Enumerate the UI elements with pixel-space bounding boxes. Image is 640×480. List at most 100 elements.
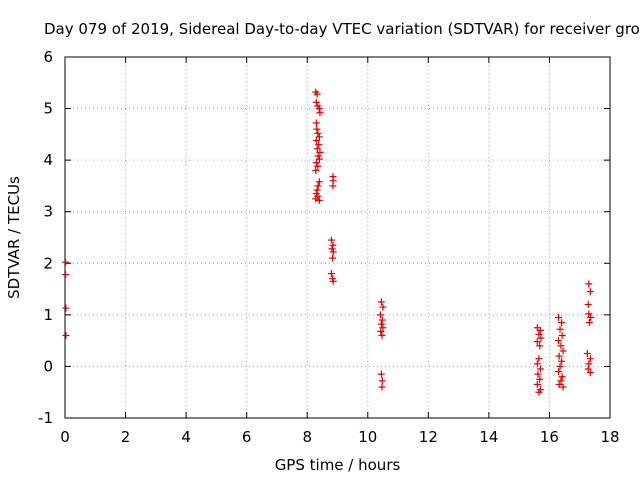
data-point (535, 355, 543, 363)
data-point (536, 365, 544, 373)
data-point (535, 330, 543, 338)
data-point (328, 245, 336, 253)
plot-frame (64, 56, 611, 419)
y-tick-label: 6 (43, 48, 53, 66)
data-point (536, 342, 544, 350)
x-tick-label: 8 (302, 428, 312, 446)
data-point (62, 271, 70, 279)
data-point (583, 350, 591, 358)
data-point (533, 338, 541, 346)
x-tick-label: 2 (121, 428, 131, 446)
data-point (377, 370, 385, 378)
data-point (316, 148, 324, 156)
data-point (314, 152, 322, 160)
data-point (314, 182, 322, 190)
x-tick-label: 18 (600, 428, 619, 446)
data-point (329, 254, 337, 262)
data-point (315, 133, 323, 141)
data-point (314, 129, 322, 137)
data-point (378, 331, 386, 339)
chart-title: Day 079 of 2019, Sidereal Day-to-day VTE… (44, 20, 640, 38)
y-tick-label: 4 (43, 151, 53, 169)
data-point (556, 362, 564, 370)
data-point (558, 319, 566, 327)
data-point (312, 195, 320, 203)
data-point (313, 125, 321, 133)
data-point (313, 145, 321, 153)
data-point (558, 373, 566, 381)
x-tick-label: 14 (479, 428, 498, 446)
data-point (556, 325, 564, 333)
data-point (555, 352, 563, 360)
x-tick-label: 10 (358, 428, 377, 446)
data-point (327, 270, 335, 278)
data-point (312, 166, 320, 174)
data-point (329, 182, 337, 190)
data-point (315, 196, 323, 204)
data-point (314, 162, 322, 170)
data-point (585, 310, 593, 318)
data-points (62, 88, 595, 396)
data-point (313, 90, 321, 98)
data-point (329, 241, 337, 249)
data-point (62, 304, 70, 312)
data-point (537, 334, 545, 342)
data-point (587, 313, 595, 321)
data-point (377, 327, 385, 335)
data-point (329, 277, 337, 285)
x-axis-label: GPS time / hours (275, 456, 401, 474)
y-tick-label: 1 (43, 306, 53, 324)
y-tick-label: -1 (38, 409, 53, 427)
data-point (327, 236, 335, 244)
data-point (312, 137, 320, 145)
data-point (558, 331, 566, 339)
data-point (378, 316, 386, 324)
data-point (535, 388, 543, 396)
y-tick-label: 5 (43, 100, 53, 118)
data-point (315, 141, 323, 149)
data-point (557, 377, 565, 385)
data-point (312, 159, 320, 167)
x-tick-label: 0 (60, 428, 70, 446)
data-point (62, 331, 70, 339)
data-point (536, 375, 544, 383)
x-tick-label: 6 (242, 428, 252, 446)
x-tick-label: 16 (540, 428, 559, 446)
data-point (558, 357, 566, 365)
y-axis-label: SDTVAR / TECUs (5, 176, 23, 299)
data-point (533, 360, 541, 368)
data-point (584, 365, 592, 373)
data-point (533, 380, 541, 388)
grid (65, 57, 610, 418)
data-point (555, 368, 563, 376)
data-point (585, 280, 593, 288)
data-point (377, 298, 385, 306)
data-point (586, 369, 594, 377)
data-point (586, 355, 594, 363)
data-point (379, 324, 387, 332)
data-point (559, 383, 567, 391)
data-point (62, 258, 70, 266)
data-point (312, 119, 320, 127)
y-tick-label: 3 (43, 203, 53, 221)
data-point (376, 311, 384, 319)
data-point (315, 178, 323, 186)
data-point (555, 380, 563, 388)
data-point (557, 342, 565, 350)
data-point (555, 337, 563, 345)
data-point (586, 288, 594, 296)
data-point (378, 383, 386, 391)
data-point (534, 370, 542, 378)
data-point (313, 186, 321, 194)
data-point (329, 248, 337, 256)
data-point (379, 303, 387, 311)
y-tick-label: 2 (43, 254, 53, 272)
data-point (555, 313, 563, 321)
data-point (585, 360, 593, 368)
y-tick-label: 0 (43, 357, 53, 375)
data-point (559, 347, 567, 355)
data-point (377, 320, 385, 328)
data-point (312, 98, 320, 106)
data-point (316, 109, 324, 117)
